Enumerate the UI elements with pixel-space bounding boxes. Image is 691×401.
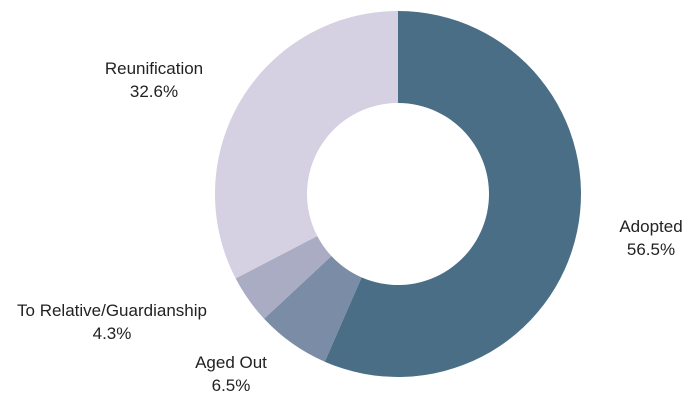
slice-value-label: 56.5% <box>627 240 675 259</box>
slice-label: Reunification <box>105 59 203 78</box>
slice-reunification <box>215 11 398 279</box>
slice-adopted <box>324 11 581 377</box>
slice-value-label: 6.5% <box>212 376 251 395</box>
slice-labels: Adopted 56.5% Aged Out 6.5% To Relative/Guar… <box>17 59 683 395</box>
slice-to-relative-guardianship <box>235 235 332 319</box>
slice-label: Aged Out <box>195 353 267 372</box>
donut-slices <box>215 11 581 377</box>
slice-aged-out <box>264 256 362 362</box>
slice-value-label: 4.3% <box>93 324 132 343</box>
slice-label: Adopted <box>619 217 682 236</box>
slice-label: To Relative/Guardianship <box>17 301 207 320</box>
slice-value-label: 32.6% <box>130 82 178 101</box>
